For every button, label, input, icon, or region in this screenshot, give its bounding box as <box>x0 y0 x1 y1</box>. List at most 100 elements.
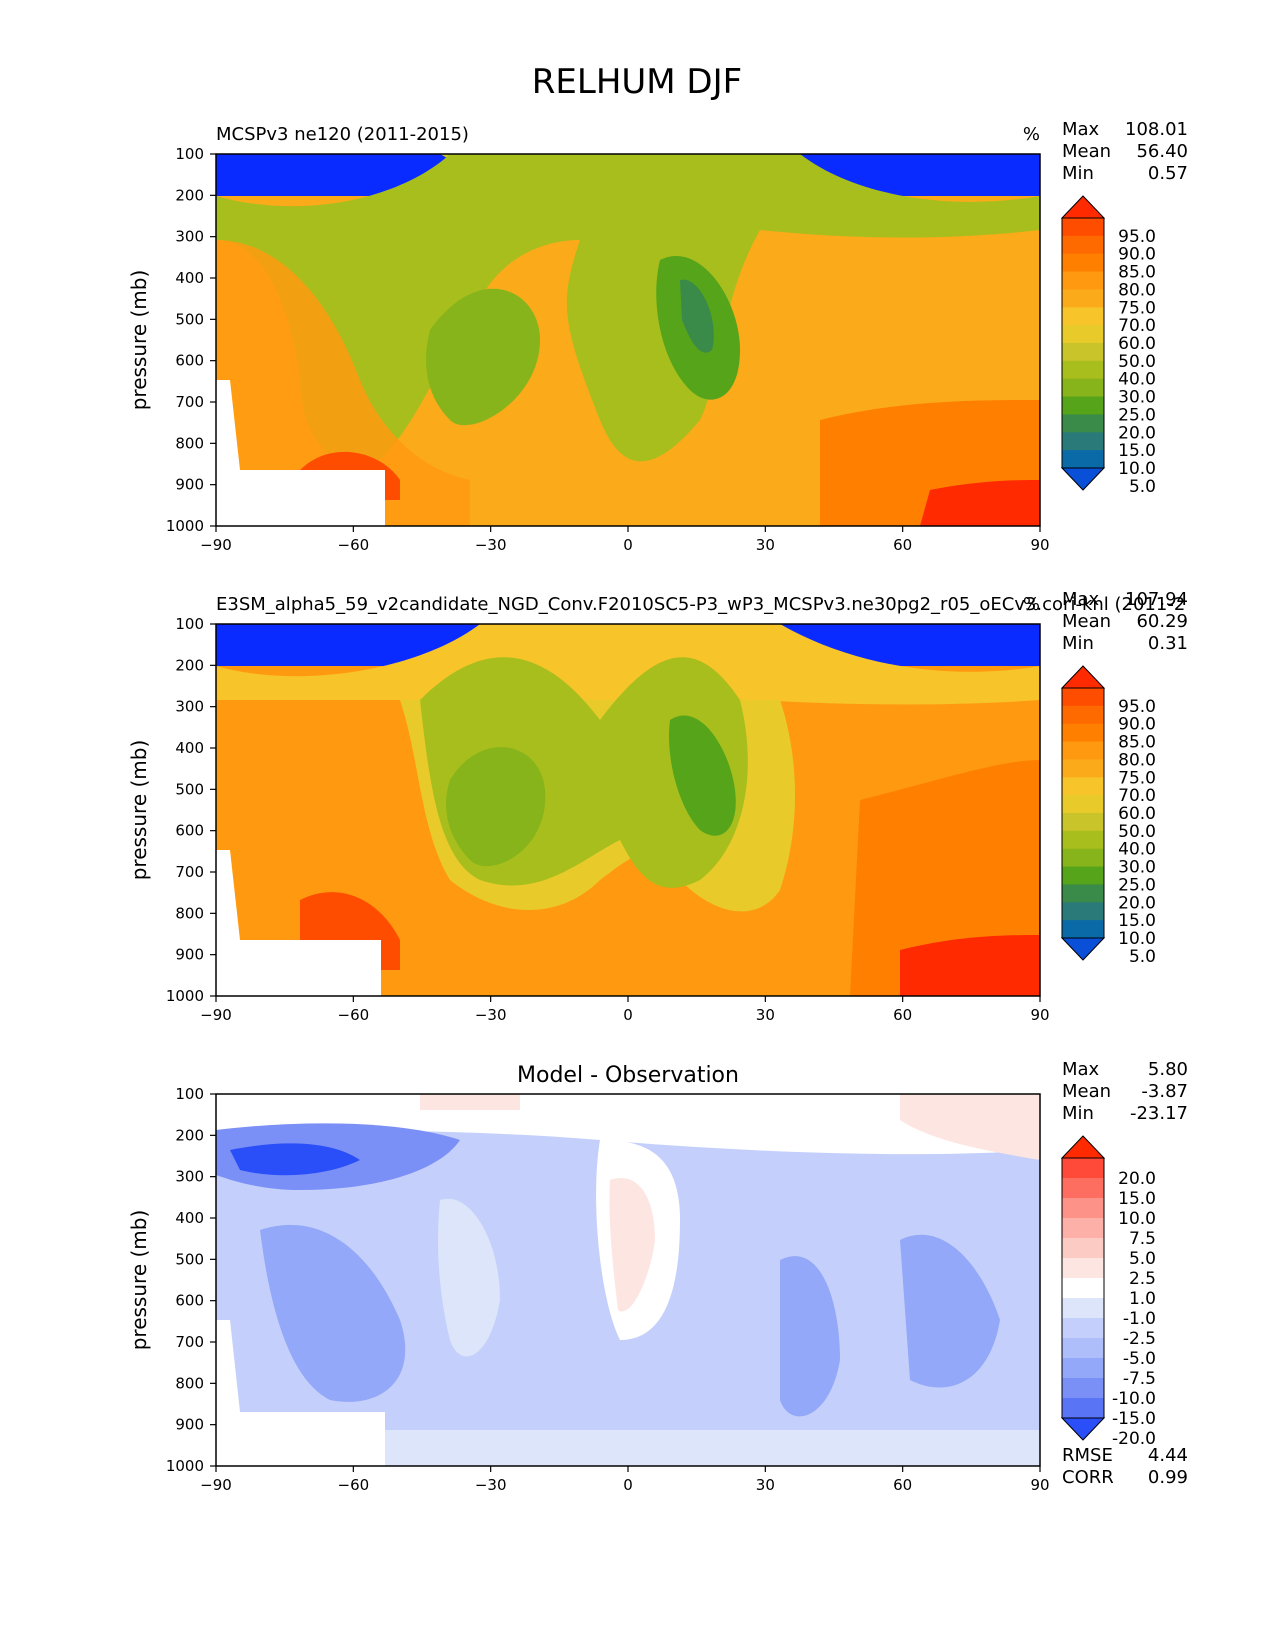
colorbar-swatch <box>1062 705 1104 725</box>
panel-2-field-right-minimum <box>669 715 736 836</box>
panel-3-stat-max-label: Max <box>1062 1059 1100 1080</box>
colorbar-label: 70.0 <box>1118 786 1156 806</box>
colorbar-swatch <box>1062 289 1104 308</box>
panel-1-units: % <box>1023 124 1040 145</box>
panel-3-field-surface-band <box>216 1430 1040 1466</box>
colorbar-label: 30.0 <box>1118 388 1156 408</box>
colorbar-swatch <box>1062 1258 1104 1279</box>
panel-2-ytick-label: 300 <box>175 698 204 716</box>
panel-3-plot <box>215 1093 1041 1467</box>
panel-2-stat-mean: 60.29 <box>1136 611 1188 632</box>
panel-2-x-axis: −90 −60 −30 0 30 60 90 <box>200 996 1050 1024</box>
colorbar-label: 25.0 <box>1118 875 1156 895</box>
panel-2-plot <box>215 623 1041 997</box>
panel-2-field-nh-max <box>900 935 1040 996</box>
colorbar-swatch <box>1062 414 1104 433</box>
colorbar-swatch <box>1062 1338 1104 1359</box>
colorbar-swatch <box>1062 759 1104 778</box>
panel-3-rmse: 4.44 <box>1148 1445 1188 1466</box>
panel-2: E3SM_alpha5_59_v2candidate_NGD_Conv.F201… <box>127 589 1188 1024</box>
colorbar-extend-bottom <box>1060 937 1106 961</box>
colorbar-swatch <box>1062 218 1104 237</box>
panel-1-stat-max-label: Max <box>1062 119 1100 140</box>
panel-2-y-axis: 100 200 300 400 500 600 700 800 900 1000 <box>166 615 216 1005</box>
panel-3-xtick-label: 0 <box>623 1476 633 1494</box>
panel-2-ytick-label: 700 <box>175 863 204 881</box>
colorbar-extend-top <box>1060 665 1106 689</box>
colorbar-label: -1.0 <box>1123 1309 1156 1329</box>
colorbar-swatch <box>1062 1178 1104 1199</box>
panel-1-field-nh-max <box>920 480 1040 526</box>
panel-3-stat-min: -23.17 <box>1130 1103 1188 1124</box>
colorbar-label: 50.0 <box>1118 822 1156 842</box>
colorbar-label: -20.0 <box>1112 1429 1156 1449</box>
panel-2-xtick-label: −90 <box>200 1006 232 1024</box>
panel-1-ytick-label: 200 <box>175 186 204 204</box>
panel-2-units: % <box>1023 594 1040 615</box>
panel-1-ytick-label: 700 <box>175 393 204 411</box>
colorbar-swatch <box>1062 920 1104 939</box>
colorbar-swatch <box>1062 902 1104 921</box>
colorbar-swatch <box>1062 1358 1104 1379</box>
panel-3-field-nh-neg-1 <box>780 1256 840 1417</box>
colorbar-label: 25.0 <box>1118 405 1156 425</box>
colorbar-label: 60.0 <box>1118 334 1156 354</box>
colorbar-swatch <box>1062 253 1104 273</box>
colorbar-label: 5.0 <box>1129 1249 1156 1269</box>
colorbar-label: 7.5 <box>1129 1229 1156 1249</box>
panel-3: Model - Observation 10020030040050060070… <box>127 1059 1188 1494</box>
panel-3-ytick-label: 800 <box>175 1374 204 1392</box>
colorbar-swatch <box>1062 378 1104 398</box>
colorbar-swatch <box>1062 688 1104 707</box>
panel-1-xtick-label: −90 <box>200 536 232 554</box>
panel-3-field-equator-positive <box>609 1178 655 1312</box>
panel-1-xtick-label: 0 <box>623 536 633 554</box>
colorbar-swatch <box>1062 1398 1104 1419</box>
colorbar-swatch <box>1062 1238 1104 1259</box>
panel-3-rmse-label: RMSE <box>1062 1445 1113 1466</box>
colorbar-swatch <box>1062 360 1104 380</box>
colorbar-label: -7.5 <box>1123 1369 1156 1389</box>
panel-2-ytick-label: 900 <box>175 946 204 964</box>
panel-3-ytick-label: 200 <box>175 1126 204 1144</box>
panel-2-xtick-label: 90 <box>1030 1006 1049 1024</box>
panel-3-stats: Max 5.80 Mean -3.87 Min -23.17 <box>1062 1059 1188 1124</box>
colorbar-swatch <box>1062 723 1104 743</box>
panel-3-title: Model - Observation <box>517 1063 739 1088</box>
panel-1-field-missing-terrain <box>216 380 385 526</box>
colorbar-swatch <box>1062 866 1104 885</box>
panel-2-ytick-label: 600 <box>175 822 204 840</box>
colorbar-label: 5.0 <box>1129 947 1156 967</box>
colorbar-label: 75.0 <box>1118 298 1156 318</box>
panel-3-y-axis: 100 200 300 400 500 600 700 800 900 1000 <box>166 1085 216 1475</box>
colorbar-label: 5.0 <box>1129 477 1156 497</box>
panel-1-stats: Max 108.01 Mean 56.40 Min 0.57 <box>1062 119 1188 184</box>
panel-2-stat-min-label: Min <box>1062 633 1094 654</box>
panel-1-field-green-band <box>216 154 1040 465</box>
colorbar-swatch <box>1062 741 1104 760</box>
panel-1-stat-mean-label: Mean <box>1062 141 1111 162</box>
panel-2-field-missing-terrain <box>216 850 381 996</box>
panel-1-ytick-label: 600 <box>175 352 204 370</box>
colorbar-label: 85.0 <box>1118 263 1156 283</box>
panel-3-corr: 0.99 <box>1148 1467 1188 1488</box>
panel-1-xtick-label: 90 <box>1030 536 1049 554</box>
panel-3-field-missing-terrain <box>216 1320 385 1466</box>
colorbar-swatch <box>1062 343 1104 362</box>
panel-2-subtitle: E3SM_alpha5_59_v2candidate_NGD_Conv.F201… <box>216 594 1185 615</box>
panel-1-ytick-label: 100 <box>175 145 204 163</box>
panel-1-plot <box>215 153 1041 527</box>
panel-3-xtick-label: 30 <box>756 1476 775 1494</box>
panel-2-ytick-label: 1000 <box>166 987 204 1005</box>
panel-3-colorbar: 20.015.010.07.55.02.51.0-1.0-2.5-5.0-7.5… <box>1060 1135 1156 1449</box>
panel-3-ylabel: pressure (mb) <box>127 1210 151 1351</box>
panel-1-ytick-label: 300 <box>175 228 204 246</box>
figure-title: RELHUM DJF <box>532 62 742 102</box>
colorbar-label: 80.0 <box>1118 280 1156 300</box>
colorbar-extend-bottom <box>1060 467 1106 491</box>
panel-3-ytick-label: 300 <box>175 1168 204 1186</box>
panel-1-xtick-label: 30 <box>756 536 775 554</box>
panel-3-ytick-label: 700 <box>175 1333 204 1351</box>
panel-1-ytick-label: 1000 <box>166 517 204 535</box>
panel-2-ytick-label: 200 <box>175 656 204 674</box>
